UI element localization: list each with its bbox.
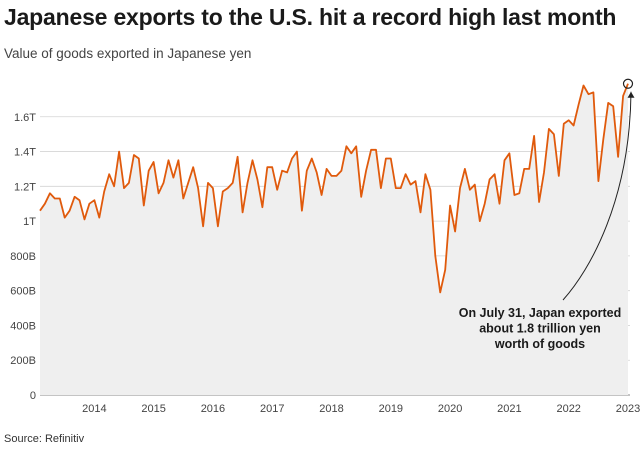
chart-title: Japanese exports to the U.S. hit a recor…	[4, 4, 617, 30]
x-tick-label: 2022	[556, 403, 580, 415]
annotation-leader	[562, 91, 632, 301]
y-tick-label: 1.6T	[14, 112, 36, 124]
x-tick-label: 2023	[616, 403, 640, 415]
y-tick-label: 1.4T	[14, 147, 36, 159]
x-tick-label: 2014	[82, 403, 106, 415]
x-tick-label: 2017	[260, 403, 284, 415]
x-tick-label: 2016	[201, 403, 225, 415]
x-tick-label: 2015	[141, 403, 165, 415]
annotation-arrowhead	[627, 91, 635, 98]
y-tick-label: 800B	[10, 251, 36, 263]
annotation: On July 31, Japan exported about 1.8 tril…	[459, 78, 635, 351]
annotation-text-line: On July 31, Japan exported	[459, 306, 622, 320]
line-layer	[39, 83, 629, 294]
x-tick-label: 2020	[438, 403, 462, 415]
y-tick-label: 200B	[10, 355, 36, 367]
y-tick-label: 600B	[10, 286, 36, 298]
y-axis: 0 200B 400B 600B 800B 1T 1.2T 1.4T 1.6T	[10, 112, 36, 402]
y-tick-label: 1T	[23, 216, 36, 228]
x-tick-label: 2021	[497, 403, 521, 415]
y-tick-label: 0	[30, 390, 36, 402]
chart-subtitle: Value of goods exported in Japanese yen	[4, 46, 252, 61]
series-area	[40, 83, 628, 395]
y-tick-label: 400B	[10, 320, 36, 332]
annotation-text-line: about 1.8 trillion yen	[479, 322, 601, 336]
x-tick-label: 2019	[379, 403, 403, 415]
x-tick-label: 2018	[319, 403, 343, 415]
source-note: Source: Refinitiv	[4, 433, 85, 445]
y-tick-label: 1.2T	[14, 181, 36, 193]
highlight-circle	[622, 78, 634, 89]
area-layer	[40, 83, 628, 395]
annotation-text-line: worth of goods	[494, 337, 585, 351]
series-line	[39, 83, 629, 294]
x-axis: 2014 2015 2016 2017 2018 2019 2020 2021 2022 2023	[82, 403, 640, 415]
